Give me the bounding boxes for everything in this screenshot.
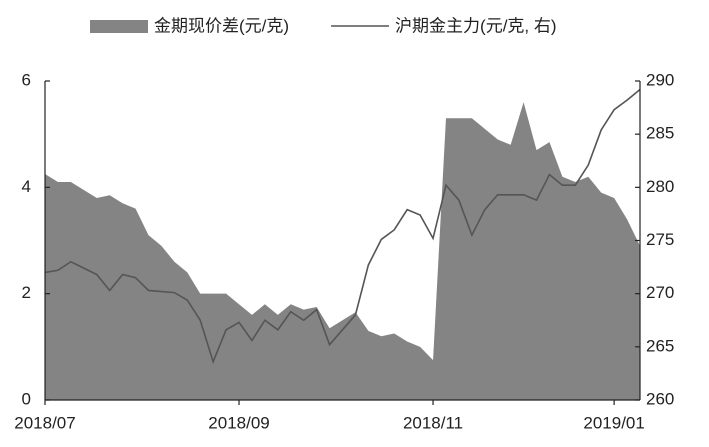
y2-tick-label: 270 (646, 283, 674, 302)
y-tick-label: 4 (22, 177, 31, 196)
y-tick-label: 2 (22, 283, 31, 302)
legend-label: 沪期金主力(元/克, 右) (395, 16, 557, 35)
legend-label: 金期现价差(元/克) (154, 16, 289, 35)
y2-tick-label: 285 (646, 124, 674, 143)
area (45, 102, 640, 401)
y-tick-label: 0 (22, 389, 31, 408)
x-tick-label: 2018/07 (14, 413, 75, 432)
line (44, 88, 641, 365)
x-tick-label: 2018/09 (208, 413, 269, 432)
y2-tick-label: 280 (646, 177, 674, 196)
legend-swatch (90, 20, 148, 33)
y2-tick-label: 265 (646, 336, 674, 355)
y2-tick-label: 275 (646, 230, 674, 249)
x-tick-label: 2018/11 (403, 413, 463, 432)
y2-tick-label: 260 (646, 389, 674, 408)
y-tick-label: 6 (22, 70, 31, 89)
x-tick-label: 2019/01 (583, 413, 644, 432)
y2-tick-label: 290 (646, 70, 674, 89)
